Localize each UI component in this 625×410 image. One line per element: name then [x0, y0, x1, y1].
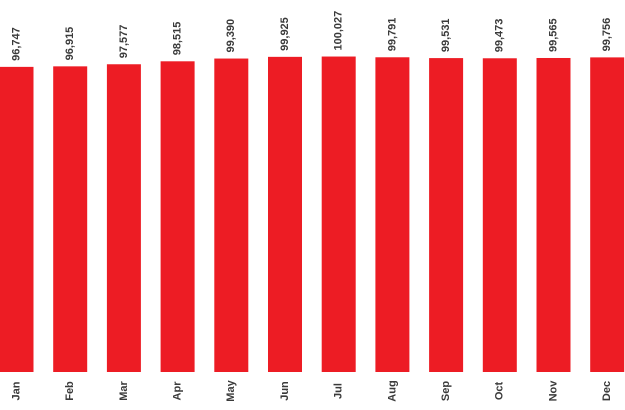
- x-tick-label: Mar: [118, 381, 130, 401]
- bar: [106, 64, 141, 373]
- bar: [268, 56, 302, 372]
- x-tick-label: Jul: [333, 383, 345, 399]
- value-label: 96,915: [64, 27, 76, 61]
- value-label: 99,756: [601, 18, 613, 52]
- bar: [482, 58, 517, 372]
- bar: [321, 56, 356, 372]
- value-label: 99,791: [386, 18, 398, 52]
- x-tick-label: Aug: [386, 380, 398, 401]
- x-tick-label: Oct: [494, 381, 506, 400]
- bar: [53, 66, 88, 372]
- x-tick-label: May: [225, 379, 237, 401]
- bar: [0, 66, 34, 372]
- value-label: 97,577: [118, 25, 130, 59]
- x-tick-label: Sep: [440, 381, 452, 401]
- x-tick-label: Jan: [10, 381, 22, 400]
- x-tick-label: Dec: [601, 381, 613, 401]
- x-tick-label: Feb: [64, 381, 76, 401]
- value-label: 99,531: [440, 18, 452, 52]
- bar: [429, 58, 464, 372]
- bar: [590, 57, 625, 373]
- bar: [536, 57, 571, 373]
- bar: [214, 58, 249, 372]
- value-label: 99,565: [547, 18, 559, 52]
- x-tick-label: Apr: [172, 381, 184, 401]
- value-label: 99,390: [225, 19, 237, 53]
- value-label: 99,925: [279, 17, 291, 51]
- bar: [160, 61, 195, 372]
- value-label: 98,515: [172, 22, 184, 56]
- value-label: 96,747: [10, 27, 22, 61]
- value-label: 99,473: [494, 19, 506, 53]
- value-label: 100,027: [333, 11, 345, 51]
- x-tick-label: Jun: [279, 381, 291, 401]
- bar: [375, 57, 410, 373]
- x-tick-label: Nov: [547, 380, 559, 402]
